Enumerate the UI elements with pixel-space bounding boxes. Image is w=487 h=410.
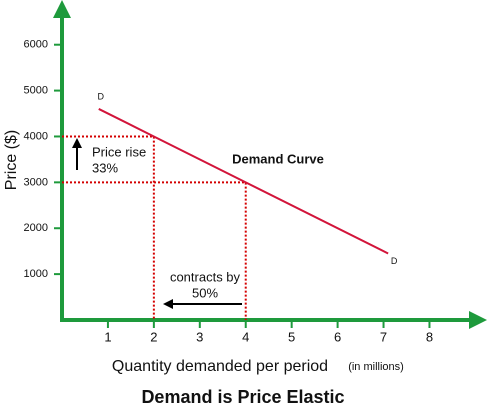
y-axis-label: Price ($)	[3, 130, 20, 190]
left-arrow-head	[163, 299, 173, 309]
x-axis-note: (in millions)	[348, 361, 404, 373]
x-tick-label: 8	[426, 329, 433, 344]
x-tick-label: 2	[150, 329, 157, 344]
x-tick-label: 5	[288, 329, 295, 344]
y-tick-label: 3000	[24, 176, 48, 188]
endpoint-label: D	[97, 91, 104, 101]
demand-line	[98, 108, 389, 255]
x-axis-label: Quantity demanded per period	[112, 358, 328, 375]
y-tick-label: 2000	[24, 222, 48, 234]
x-tick-label: 1	[104, 329, 111, 344]
guide-line	[62, 181, 247, 320]
up-arrow-head	[72, 138, 82, 148]
endpoint-label: D	[391, 256, 398, 266]
y-tick-label: 5000	[24, 84, 48, 96]
price-note: Price rise	[92, 144, 146, 159]
x-tick-label: 6	[334, 329, 341, 344]
y-tick-label: 6000	[24, 39, 48, 51]
chart-title: Demand is Price Elastic	[141, 387, 344, 407]
y-tick-label: 1000	[24, 268, 48, 280]
quantity-note: 50%	[192, 285, 218, 300]
x-axis-arrow	[469, 311, 487, 329]
y-axis-arrow	[53, 0, 71, 18]
x-tick-label: 3	[196, 329, 203, 344]
price-note: 33%	[92, 160, 118, 175]
y-tick-label: 4000	[24, 130, 48, 142]
quantity-note: contracts by	[170, 269, 241, 284]
curve-label: Demand Curve	[232, 151, 324, 166]
x-tick-label: 4	[242, 329, 249, 344]
x-tick-label: 7	[380, 329, 387, 344]
